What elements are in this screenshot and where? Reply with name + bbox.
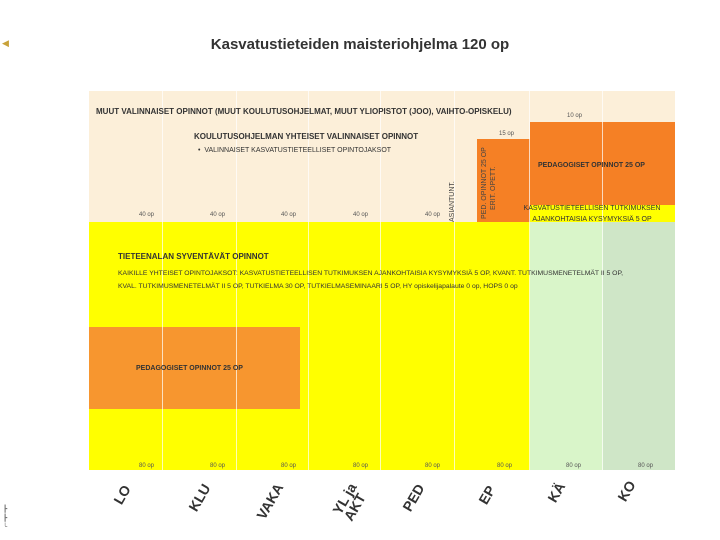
op40-label: 40 op [281, 212, 297, 218]
program-label-ep: EP [475, 482, 499, 507]
op80-label: 80 op [139, 463, 155, 469]
col-sep [380, 91, 381, 470]
col-sep [529, 91, 530, 470]
op10-label: 10 op [567, 113, 583, 119]
op40-label: 40 op [425, 212, 441, 218]
op80-label: 80 op [497, 463, 513, 469]
op80-label: 80 op [638, 463, 654, 469]
tieteenala-desc: KAIKILLE YHTEISET OPINTOJAKSOT: KASVATUS… [118, 267, 663, 293]
koulutusohjelman-bullet-text: VALINNAISET KASVATUSTIETEELLISET OPINTOJ… [204, 147, 392, 154]
tieteenala-line1: KAIKILLE YHTEISET OPINTOJAKSOT: KASVATUS… [118, 270, 624, 277]
op40-label: 40 op [139, 212, 155, 218]
corner-mark: ◀ [2, 38, 9, 48]
edge-marks: ┣ ┣ ╰ [3, 506, 8, 531]
pedagogiset-left-label: PEDAGOGISET OPINNOT 25 OP [136, 365, 243, 372]
col-sep [454, 91, 455, 470]
col-sep [162, 91, 163, 470]
pedagogiset-right-label: PEDAGOGISET OPINNOT 25 OP [538, 162, 645, 169]
col-sep [236, 91, 237, 470]
col-sep [308, 91, 309, 470]
op40-label: 40 op [210, 212, 226, 218]
program-label-ka: KÄ [544, 479, 569, 505]
tieteenala-line2: KVAL. TUTKIMUSMENETELMÄT II 5 OP, TUTKIE… [118, 283, 518, 290]
op80-label: 80 op [353, 463, 369, 469]
kasvatus-right-line1: KASVATUSTIETEELLISEN TUTKIMUKSEN [523, 205, 661, 212]
op80-label: 80 op [566, 463, 582, 469]
op80-label: 80 op [281, 463, 297, 469]
ep-column [455, 222, 530, 470]
col-sep [602, 91, 603, 470]
page-title: Kasvatustieteiden maisteriohjelma 120 op [210, 36, 510, 53]
tieteenala-title: TIETEENALAN SYVENTÄVÄT OPINNOT [118, 252, 269, 261]
op15-label: 15 op [499, 131, 515, 137]
asiantunt-label: ASIANTUNT. [449, 181, 456, 222]
program-label-lo: LO [110, 482, 134, 507]
program-label-ped: PED [399, 481, 428, 514]
op80-label: 80 op [210, 463, 226, 469]
ka-column [530, 222, 603, 470]
koulutusohjelman-title: KOULUTUSOHJELMAN YHTEISET VALINNAISET OP… [194, 132, 419, 141]
erit-opett-label: ERIT. OPETT. [490, 166, 497, 210]
kasvatus-right-line2: AJANKOHTAISIA KYSYMYKSIÄ 5 OP [532, 216, 652, 223]
op40-label: 40 op [353, 212, 369, 218]
program-label-yl-akt: YL ja AKT [329, 480, 369, 524]
kasvatus-right-label: KASVATUSTIETEELLISEN TUTKIMUKSEN AJANKOH… [517, 203, 667, 225]
diagram [89, 91, 675, 470]
program-label-klu: KLU [185, 481, 214, 514]
program-label-vaka: VAKA [253, 480, 287, 522]
ep-ped-bar [477, 139, 530, 222]
muut-valinnaiset-label: MUUT VALINNAISET OPINNOT (MUUT KOULUTUSO… [96, 107, 512, 116]
ko-column [603, 222, 675, 470]
program-label-ko: KO [614, 477, 639, 504]
ped-opinnot-vertical: PED. OPINNOT 25 OP [481, 147, 488, 219]
op80-label: 80 op [425, 463, 441, 469]
koulutusohjelman-bullet: • VALINNAISET KASVATUSTIETEELLISET OPINT… [198, 147, 391, 154]
bullet-icon: • [198, 147, 205, 154]
pedagogiset-left-block [89, 327, 300, 409]
